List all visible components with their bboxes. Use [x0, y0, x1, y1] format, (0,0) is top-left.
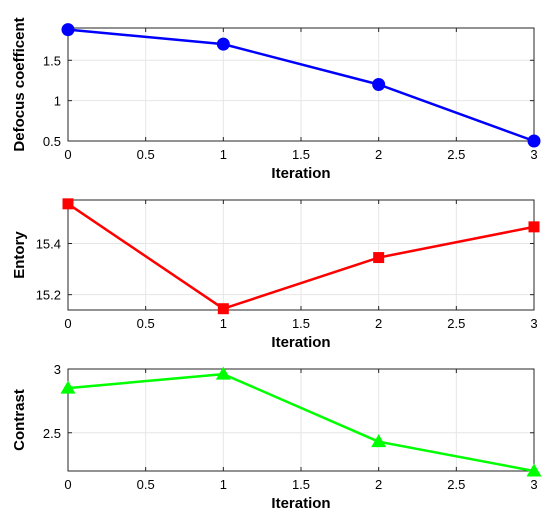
x-tick-label: 2.5 [447, 147, 465, 162]
y-tick-label: 3 [54, 362, 61, 377]
data-point [61, 23, 75, 37]
data-point [527, 134, 541, 148]
x-tick-label: 0 [64, 477, 71, 492]
data-point [372, 78, 386, 91]
x-axis-label: Iteration [271, 334, 330, 351]
x-tick-label: 0 [64, 316, 71, 331]
chart-panel-3: 0 0.5 1 1.5 2 2.5 3 2.5 3 Iteration Contrast [11, 362, 542, 512]
data-point [371, 434, 387, 448]
data-point [60, 380, 76, 394]
x-tick-label: 3 [530, 477, 537, 492]
y-tick-label: 15.2 [36, 288, 61, 303]
x-tick-label: 2.5 [447, 316, 465, 331]
x-tick-label: 2 [375, 147, 382, 162]
y-tick-label: 1 [54, 94, 61, 109]
data-point [526, 463, 542, 477]
x-axis-label: Iteration [271, 165, 330, 182]
x-tick-label: 2.5 [447, 477, 465, 492]
y-tick-label: 1.5 [43, 53, 61, 68]
x-tick-label: 0.5 [137, 147, 155, 162]
y-axis-label: Contrast [11, 389, 28, 451]
chart-panel-2: 0 0.5 1 1.5 2 2.5 3 15.2 15.4 Iteration Entory [11, 198, 540, 351]
x-tick-label: 3 [530, 147, 537, 162]
x-tick-label: 3 [530, 316, 537, 331]
x-tick-label: 1 [220, 147, 227, 162]
x-tick-label: 0.5 [137, 477, 155, 492]
x-axis-label: Iteration [271, 495, 330, 512]
x-tick-label: 2 [375, 316, 382, 331]
series-line [67, 202, 535, 310]
x-tick-label: 1.5 [292, 316, 310, 331]
y-axis-label: Entory [11, 231, 28, 279]
x-tick-label: 0.5 [137, 316, 155, 331]
y-axis-label: Defocus coefficent [11, 17, 28, 151]
series-line [67, 372, 535, 473]
x-tick-label: 1 [220, 477, 227, 492]
data-point [217, 303, 229, 315]
x-tick-label: 1.5 [292, 477, 310, 492]
data-point [216, 37, 230, 51]
x-tick-label: 1.5 [292, 147, 310, 162]
data-point [373, 252, 385, 264]
data-point [528, 221, 540, 233]
series-line [67, 28, 535, 143]
x-tick-label: 2 [375, 477, 382, 492]
y-tick-label: 2.5 [43, 426, 61, 441]
y-tick-label: 0.5 [43, 134, 61, 149]
data-point [215, 366, 231, 380]
y-tick-label: 15.4 [36, 236, 61, 251]
x-tick-label: 1 [220, 316, 227, 331]
data-point [62, 198, 74, 210]
x-tick-label: 0 [64, 147, 71, 162]
